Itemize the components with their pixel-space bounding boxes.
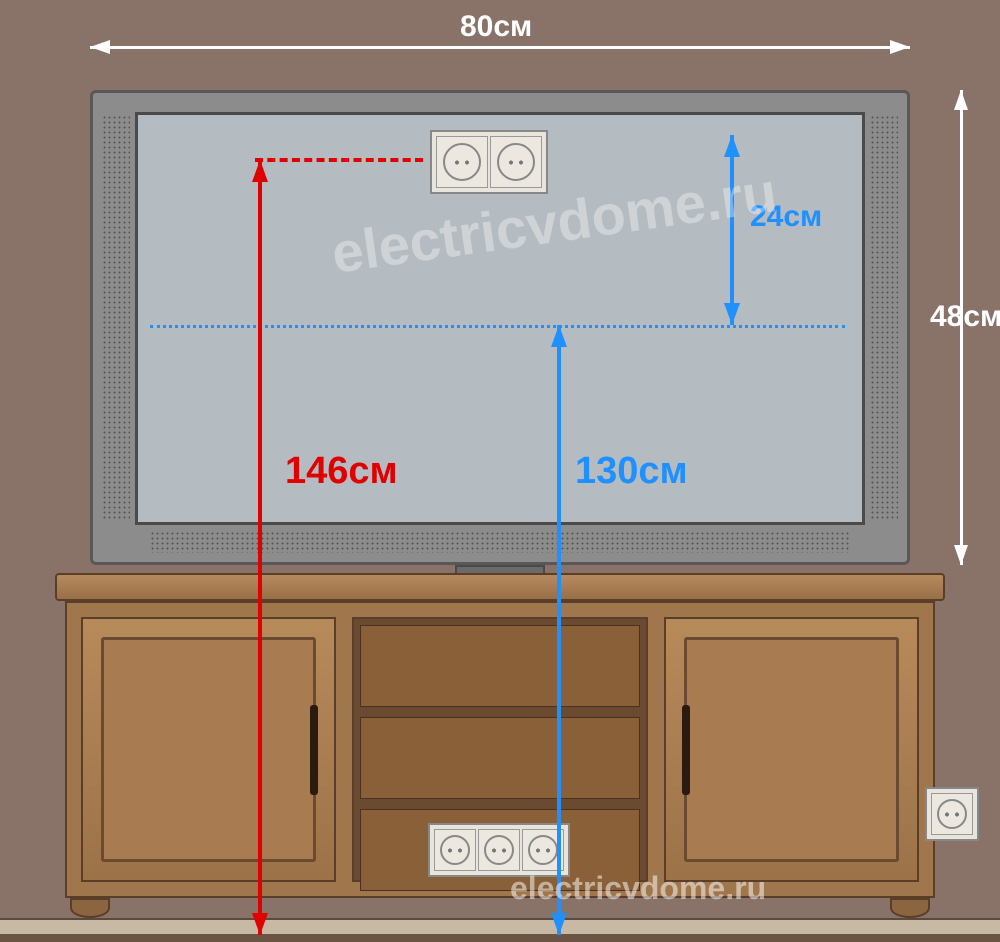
dim-label-width: 80см <box>460 10 532 44</box>
socket-icon <box>478 829 520 871</box>
cabinet-leg <box>70 898 110 918</box>
dim-label-height: 48см <box>930 300 1000 334</box>
cabinet-leg <box>890 898 930 918</box>
tv-speaker-left <box>102 115 130 520</box>
floor <box>0 934 1000 942</box>
dim-label-146: 146см <box>285 450 398 493</box>
dim-arrow-130 <box>557 325 561 935</box>
dim-arrow-24 <box>730 135 734 325</box>
handle-icon <box>310 705 318 795</box>
socket-icon <box>490 136 542 188</box>
tv-speaker-bottom <box>150 531 850 553</box>
socket-group-behind-tv <box>430 130 548 194</box>
handle-icon <box>682 705 690 795</box>
tv-speaker-right <box>870 115 898 520</box>
cabinet-door-right <box>664 617 919 882</box>
centerline <box>150 325 845 328</box>
dim-label-130: 130см <box>575 450 688 493</box>
dim-arrow-146 <box>258 160 262 935</box>
socket-icon <box>931 793 973 835</box>
dim-label-24: 24см <box>750 200 822 234</box>
socket-group-wall <box>925 787 979 841</box>
dim-arrow-width <box>90 46 910 49</box>
socket-icon <box>434 829 476 871</box>
socket-line <box>255 158 423 162</box>
cabinet-top <box>55 573 945 601</box>
socket-group-cabinet <box>428 823 570 877</box>
socket-icon <box>436 136 488 188</box>
cabinet-door-left <box>81 617 336 882</box>
